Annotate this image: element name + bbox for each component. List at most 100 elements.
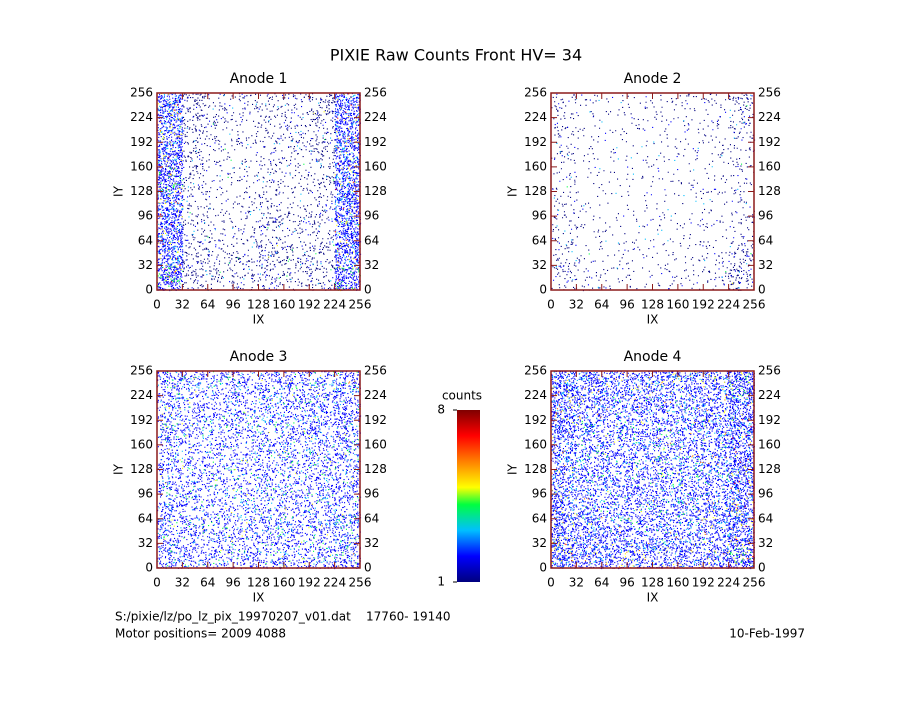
pixel-counts <box>240 93 251 118</box>
pixel-counts <box>183 143 208 168</box>
pixel-counts <box>157 216 184 242</box>
pixel-counts <box>174 385 176 387</box>
pixel-counts <box>703 420 730 446</box>
y-tick-label-right: 0 <box>758 561 766 575</box>
pixel-counts <box>577 494 603 520</box>
pixel-counts <box>661 273 674 290</box>
pixel-counts <box>157 445 181 471</box>
pixel-counts <box>303 540 305 542</box>
pixel-counts <box>554 144 576 160</box>
x-tick-label: 128 <box>641 576 664 590</box>
pixel-counts <box>258 241 285 267</box>
pixel-counts <box>260 217 277 235</box>
x-tick-label: 192 <box>298 576 321 590</box>
pixel-counts <box>703 543 730 570</box>
x-tick-label: 64 <box>200 298 215 312</box>
pixel-counts <box>334 142 361 168</box>
pixel-counts <box>728 93 754 118</box>
pixel-counts <box>557 200 576 216</box>
pixel-counts <box>186 200 188 202</box>
pixel-counts <box>678 494 704 520</box>
pixel-counts <box>259 209 265 216</box>
pixel-counts <box>157 93 183 119</box>
pixel-counts <box>627 494 654 520</box>
pixel-counts <box>235 424 260 444</box>
pixel-counts <box>711 120 718 131</box>
pixel-counts <box>184 564 209 566</box>
pixel-counts <box>208 396 235 422</box>
y-tick-label: 224 <box>130 388 153 402</box>
pixel-counts <box>183 371 209 397</box>
pixel-counts <box>568 432 570 434</box>
pixel-counts <box>278 122 285 140</box>
y-tick-label-right: 64 <box>758 511 773 525</box>
pixel-counts <box>584 387 600 392</box>
pixel-counts <box>183 265 202 289</box>
pixel-counts <box>709 199 711 201</box>
pixel-counts <box>642 159 644 161</box>
pixel-counts <box>344 453 346 455</box>
pixel-counts <box>182 265 207 290</box>
pixel-counts <box>269 450 273 457</box>
pixel-counts <box>594 166 596 168</box>
pixel-counts <box>255 103 257 105</box>
y-tick-label-right: 128 <box>758 184 781 198</box>
pixel-counts <box>725 271 727 273</box>
pixel-counts <box>681 484 683 486</box>
pixel-counts <box>162 243 181 266</box>
pixel-counts <box>683 195 705 205</box>
pixel-counts <box>741 163 743 165</box>
x-tick-label: 32 <box>569 576 584 590</box>
pixel-counts <box>212 94 234 110</box>
pixel-counts <box>286 275 288 277</box>
pixel-counts <box>657 167 679 191</box>
pixel-counts <box>259 395 285 422</box>
pixel-counts <box>284 216 310 239</box>
pixel-counts <box>678 170 702 192</box>
pixel-counts <box>627 374 650 396</box>
pixel-counts <box>652 395 679 422</box>
x-axis-label: IX <box>253 591 265 605</box>
pixel-counts <box>627 445 654 471</box>
pixel-counts <box>602 396 628 422</box>
pixel-counts <box>189 406 191 408</box>
pixel-counts <box>229 281 231 283</box>
pixel-counts <box>604 132 607 141</box>
pixel-counts <box>733 121 745 139</box>
pixel-counts <box>208 494 234 520</box>
y-tick-label-right: 0 <box>758 283 766 297</box>
pixel-counts <box>577 94 598 117</box>
pixel-counts <box>312 241 334 265</box>
pixel-counts <box>554 191 578 216</box>
pixel-counts <box>610 148 628 162</box>
pixel-counts <box>309 395 336 422</box>
pixel-counts <box>728 241 755 267</box>
figure-title: PIXIE Raw Counts Front HV= 34 <box>330 46 582 65</box>
pixel-counts <box>669 532 677 538</box>
pixel-counts <box>309 469 336 496</box>
pixel-counts <box>258 444 285 471</box>
pixel-counts <box>183 168 208 193</box>
pixel-counts <box>184 550 203 568</box>
pixel-counts <box>335 469 360 490</box>
y-tick-label-right: 192 <box>364 413 387 427</box>
x-tick-label: 256 <box>349 298 372 312</box>
pixel-counts <box>728 543 755 570</box>
pixel-counts <box>157 240 184 267</box>
pixel-counts <box>551 371 578 397</box>
pixel-counts <box>632 173 634 175</box>
y-tick-label-right: 160 <box>758 159 781 173</box>
pixel-counts <box>556 93 578 114</box>
pixel-counts <box>627 95 653 115</box>
pixel-counts <box>551 265 578 291</box>
pixel-counts <box>212 123 214 125</box>
y-tick-label-right: 64 <box>364 511 379 525</box>
pixel-counts <box>597 444 599 446</box>
plot-frame <box>550 92 755 291</box>
y-tick-label: 64 <box>532 233 547 247</box>
pixel-counts <box>182 543 209 569</box>
pixel-counts <box>157 494 184 520</box>
pixel-counts <box>655 118 677 143</box>
pixel-counts <box>284 507 287 511</box>
y-tick-label: 32 <box>138 536 153 550</box>
